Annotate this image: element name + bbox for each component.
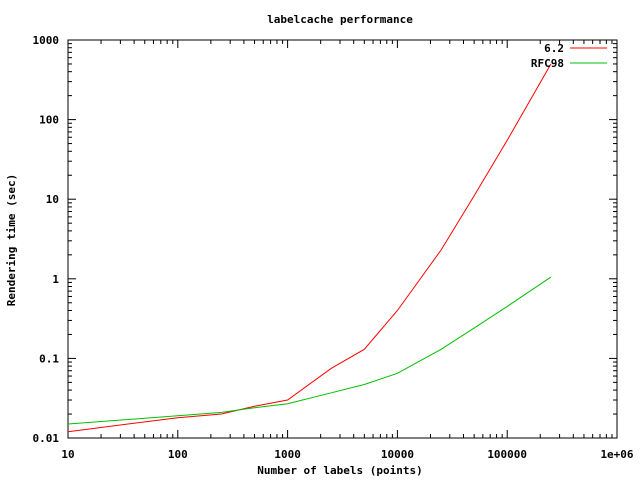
x-axis-label: Number of labels (points) [257,464,423,477]
x-tick-label: 1000 [274,448,301,461]
y-tick-label: 1 [52,273,59,286]
legend: 6.2 RFC98 [531,42,607,70]
series-line-1 [67,276,552,425]
y-tick-label: 100 [39,114,59,127]
legend-label-0: 6.2 [544,42,564,55]
x-tick-label: 10000 [381,448,414,461]
series-line-0 [67,63,552,433]
x-tick-label: 10 [61,448,74,461]
plot-border [67,39,618,439]
x-tick-label: 100000 [487,448,527,461]
x-axis-ticks: 10 100 1000 10000 100000 1e+06 [61,40,634,461]
y-axis-label: Rendering time (sec) [5,174,18,306]
series-layer [67,63,552,433]
y-tick-label: 0.1 [39,352,59,365]
x-tick-label: 100 [168,448,188,461]
plot-frame [67,39,618,439]
y-tick-label: 10 [46,193,59,206]
legend-label-1: RFC98 [531,57,564,70]
chart-title: labelcache performance [267,13,413,26]
x-tick-label: 1e+06 [600,448,633,461]
y-tick-label: 1000 [33,34,60,47]
y-axis-ticks: 0.01 0.1 1 10 100 1000 [33,34,617,445]
y-tick-label: 0.01 [33,432,60,445]
